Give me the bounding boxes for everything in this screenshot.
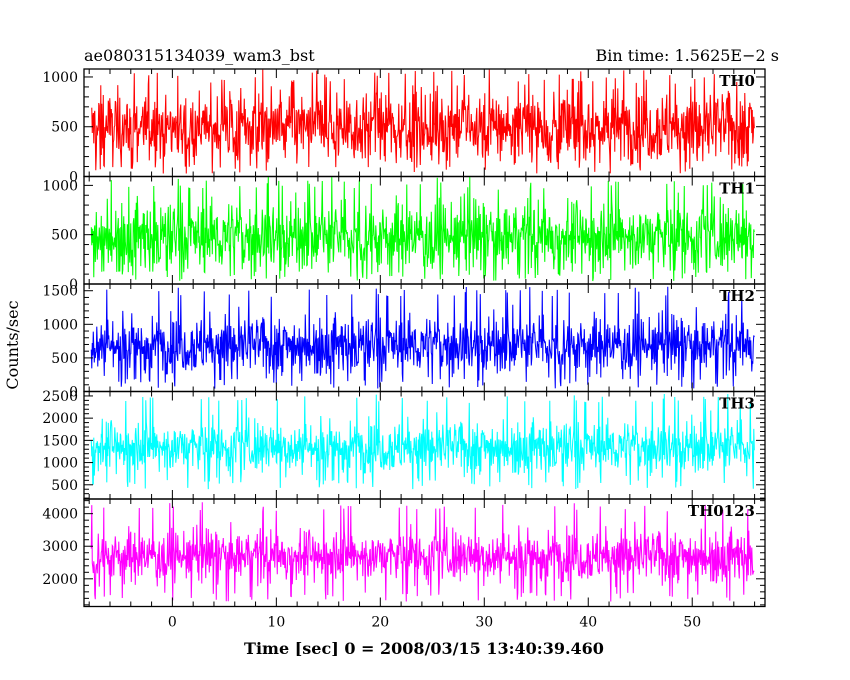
panel-label-th2: TH2 <box>719 287 755 305</box>
panel-label-th1: TH1 <box>719 180 755 198</box>
y-tick-label: 500 <box>51 228 78 244</box>
x-tick-label: 10 <box>267 615 285 631</box>
panel-th2: 0 500 1000 1500 TH2 <box>42 283 766 401</box>
series-line-th0 <box>91 69 755 174</box>
x-axis-label: Time [sec] 0 = 2008/03/15 13:40:39.460 <box>244 639 604 658</box>
panel-label-th0123: TH0123 <box>688 502 755 520</box>
chart-subtitle: Bin time: 1.5625E−2 s <box>596 46 779 65</box>
y-tick-label: 1500 <box>42 433 78 449</box>
series-line-th2 <box>90 286 755 389</box>
panel-th0123: 2000 3000 4000 TH0123 <box>42 498 766 608</box>
y-tick-label: 2000 <box>42 572 78 588</box>
y-tick-label: 2000 <box>42 411 78 427</box>
y-tick-label: 3000 <box>42 539 78 555</box>
y-tick-label: 0 <box>69 277 78 293</box>
x-tick-label: 30 <box>475 615 493 631</box>
y-tick-label: 500 <box>51 120 78 136</box>
series-line-th0123 <box>90 502 755 602</box>
y-tick-label: 1000 <box>42 178 78 194</box>
y-tick-label: 2500 <box>42 389 78 405</box>
y-tick-label: 500 <box>51 351 78 367</box>
y-tick-label: 1000 <box>42 456 78 472</box>
y-tick-label: 500 <box>51 478 78 494</box>
panel-label-th0: TH0 <box>719 72 755 90</box>
x-tick-label: 40 <box>579 615 597 631</box>
panel-th3: 500 1000 1500 2000 2500 TH3 <box>42 389 766 500</box>
y-tick-label: 1000 <box>42 317 78 333</box>
panel-label-th3: TH3 <box>719 395 755 413</box>
y-tick-label: 1500 <box>42 284 78 300</box>
chart-title: ae080315134039_wam3_bst <box>84 46 315 65</box>
x-tick-label: 0 <box>168 615 177 631</box>
y-tick-label: 4000 <box>42 507 78 523</box>
x-tick-label: 50 <box>683 615 701 631</box>
y-tick-label: 0 <box>69 385 78 401</box>
panel-th1: 0 500 1000 TH1 <box>42 175 766 293</box>
x-tick-label: 20 <box>371 615 389 631</box>
y-tick-label: 0 <box>69 170 78 186</box>
y-tick-label: 1000 <box>42 70 78 86</box>
panel-th0: 0 500 1000 TH0 <box>42 68 766 186</box>
series-line-th3 <box>90 393 755 490</box>
y-axis-label: Counts/sec <box>3 300 22 389</box>
series-line-th1 <box>90 176 755 282</box>
